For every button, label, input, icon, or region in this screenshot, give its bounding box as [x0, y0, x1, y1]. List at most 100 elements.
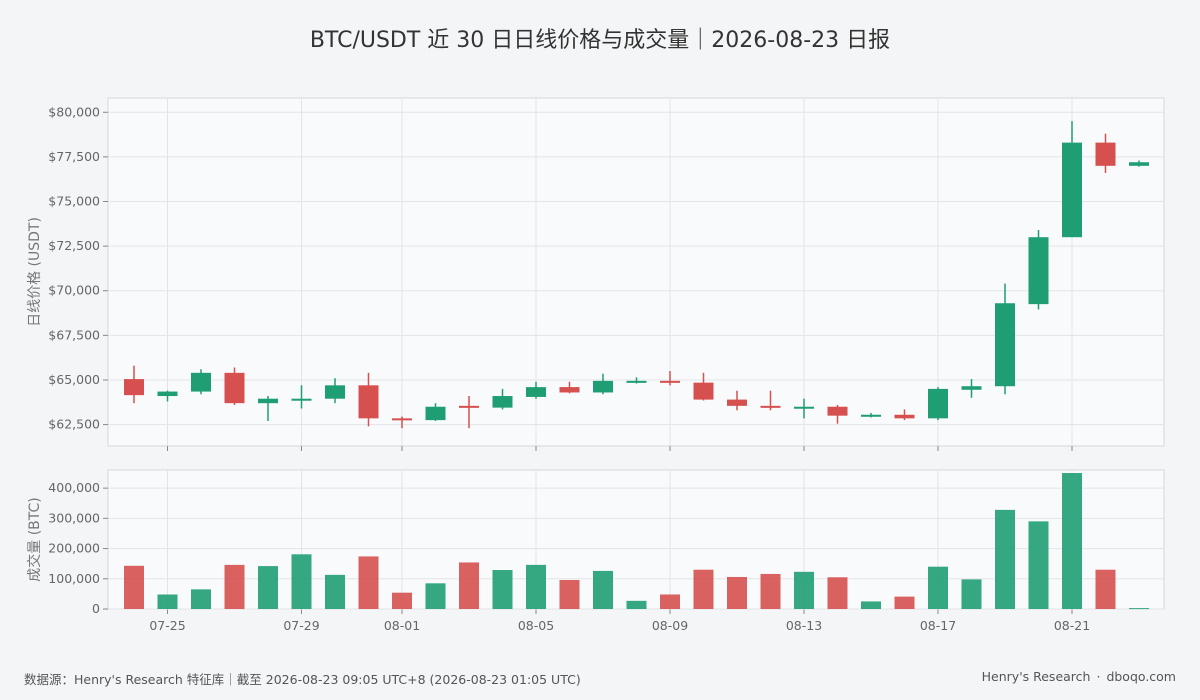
volume-bar	[1062, 473, 1082, 609]
volume-bar	[760, 573, 781, 609]
candle-body	[894, 414, 915, 419]
volume-bar	[291, 554, 312, 609]
candle-body	[995, 303, 1015, 387]
volume-bar	[526, 564, 546, 609]
candle	[258, 396, 278, 422]
candle-body	[1062, 142, 1082, 238]
volume-ytick-label: 200,000	[48, 541, 100, 556]
candle-body	[928, 388, 948, 419]
candle-body	[157, 391, 178, 397]
price-ytick-label: $80,000	[48, 104, 100, 119]
xtick-label: 08-17	[920, 618, 956, 633]
price-ytick-label: $75,000	[48, 194, 100, 209]
candle-body	[459, 405, 479, 408]
candle-body	[492, 396, 513, 408]
candle	[291, 385, 312, 409]
candle-body	[425, 406, 446, 421]
footer-credit: Henry's Research · dboqo.com	[982, 669, 1176, 684]
price-ytick-label: $62,500	[48, 417, 100, 432]
candle	[827, 404, 848, 424]
candle	[526, 381, 546, 399]
candle-body	[559, 387, 580, 393]
volume-bar	[492, 570, 513, 609]
volume-axis-title: 成交量 (BTC)	[26, 497, 43, 582]
chart-title: BTC/USDT 近 30 日日线价格与成交量｜2026-08-23 日报	[309, 28, 891, 53]
candle	[1028, 230, 1049, 310]
candle-body	[258, 398, 278, 404]
volume-bar	[358, 556, 379, 609]
candle	[459, 396, 479, 429]
footer-source: 数据源：Henry's Research 特征库｜截至 2026-08-23 0…	[24, 672, 581, 687]
xtick-label: 08-13	[786, 618, 822, 633]
volume-bar	[928, 566, 948, 609]
candle	[157, 390, 178, 402]
volume-bar	[392, 592, 412, 609]
footer-separator: ·	[1096, 669, 1101, 684]
candle-body	[961, 386, 982, 390]
candle	[928, 387, 948, 421]
volume-bar	[459, 562, 479, 609]
candle-body	[291, 398, 312, 401]
xtick-label: 08-21	[1054, 618, 1090, 633]
xtick-label: 08-01	[384, 618, 420, 633]
volume-bar	[559, 579, 580, 609]
candle-body	[224, 372, 245, 404]
volume-bar	[626, 600, 647, 609]
candle	[961, 379, 982, 398]
candle	[325, 378, 345, 404]
volume-bar	[727, 576, 747, 609]
candle-body	[760, 405, 781, 408]
xtick-label: 08-05	[518, 618, 554, 633]
candle-body	[526, 387, 546, 397]
price-ytick-label: $65,000	[48, 372, 100, 387]
volume-bar	[961, 579, 982, 609]
candle	[995, 283, 1015, 395]
candle-body	[593, 380, 613, 393]
footer-site[interactable]: dboqo.com	[1106, 669, 1176, 684]
price-ytick-label: $77,500	[48, 149, 100, 164]
volume-bar	[894, 596, 915, 609]
candle-body	[124, 379, 144, 396]
volume-ytick-label: 400,000	[48, 480, 100, 495]
candle	[861, 412, 881, 418]
candle	[693, 372, 714, 401]
volume-bar	[325, 574, 345, 609]
volume-panel	[107, 469, 1165, 610]
candle	[358, 372, 379, 427]
candle	[392, 416, 412, 429]
candle-body	[325, 385, 345, 399]
volume-bar	[124, 565, 144, 609]
candle	[492, 388, 513, 410]
candle	[593, 373, 613, 395]
candle-body	[861, 414, 881, 417]
volume-bar	[191, 589, 211, 609]
volume-bar	[794, 571, 814, 609]
volume-bar	[224, 564, 245, 609]
candle	[794, 398, 814, 419]
volume-bar	[1028, 521, 1049, 609]
xtick-label: 07-25	[149, 618, 185, 633]
volume-bar	[1129, 608, 1149, 610]
volume-bar	[995, 509, 1015, 609]
xtick-label: 07-29	[283, 618, 319, 633]
price-panel	[107, 97, 1165, 447]
candle-body	[1028, 237, 1049, 305]
candle-body	[626, 380, 647, 383]
candle-body	[1129, 162, 1149, 166]
candle-body	[794, 406, 814, 409]
candle	[1062, 121, 1082, 238]
price-axis-title: 日线价格 (USDT)	[27, 217, 43, 327]
volume-ytick-label: 100,000	[48, 571, 100, 586]
candle	[224, 367, 245, 405]
candle-body	[693, 382, 714, 400]
candle-body	[660, 380, 680, 383]
volume-bar	[660, 594, 680, 609]
candle	[559, 381, 580, 394]
footer-brand: Henry's Research	[981, 669, 1091, 684]
xtick-label: 08-09	[652, 618, 688, 633]
candle-body	[358, 385, 379, 419]
candle-body	[191, 372, 211, 392]
volume-bar	[425, 583, 446, 609]
